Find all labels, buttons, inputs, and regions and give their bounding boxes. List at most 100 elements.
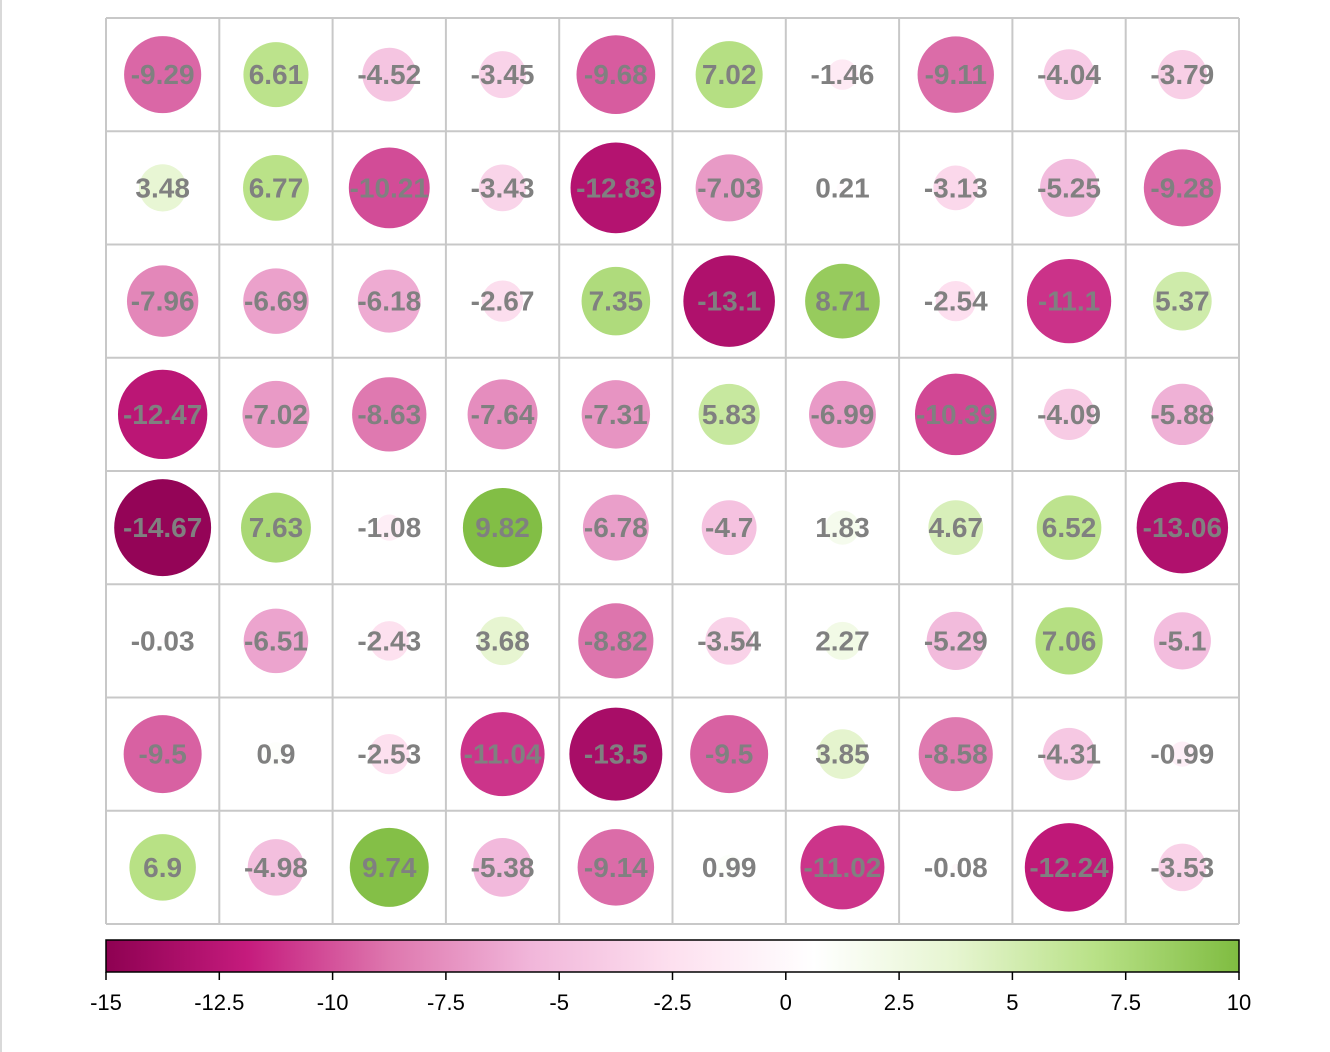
- cell-circle: [809, 380, 876, 448]
- cell-circle: [825, 510, 860, 545]
- cell-value-label: -0.99: [1150, 739, 1214, 770]
- cell-circle: [117, 369, 208, 460]
- cell-value-label: -9.29: [131, 59, 195, 90]
- colorbar-tick-label: -10: [317, 990, 349, 1015]
- cell-value-label: -3.13: [924, 172, 988, 203]
- cell-circle: [479, 51, 527, 99]
- cell-circle: [817, 729, 868, 779]
- cell-value-label: 4.67: [929, 512, 984, 543]
- cell-circle: [1024, 823, 1114, 912]
- cell-value-label: -3.79: [1150, 59, 1214, 90]
- cell-circle: [1043, 388, 1095, 440]
- cell-circle: [160, 638, 165, 644]
- cell-value-label: -7.64: [471, 399, 535, 430]
- cell-circle: [481, 280, 524, 322]
- cell-value-label: -5.88: [1150, 399, 1214, 430]
- cell-circle: [124, 36, 202, 114]
- cell-value-label: 9.74: [362, 852, 417, 883]
- cell-value-label: 6.77: [249, 172, 304, 203]
- cell-value-label: -5.1: [1158, 625, 1206, 656]
- cell-value-label: -9.68: [584, 59, 648, 90]
- cell-value-label: -11.1: [1038, 286, 1100, 317]
- cell-value-label: -4.04: [1037, 59, 1101, 90]
- cell-circle: [129, 834, 196, 901]
- cell-circle: [705, 617, 753, 665]
- cell-value-label: -3.45: [471, 59, 535, 90]
- cell-value-label: -3.54: [697, 625, 761, 656]
- cell-value-label: -4.31: [1037, 739, 1101, 770]
- colorbar-tick-label: 2.5: [884, 990, 915, 1015]
- cell-value-label: -7.03: [697, 172, 761, 203]
- cell-circle: [1026, 258, 1112, 344]
- colorbar-tick-label: 10: [1227, 990, 1251, 1015]
- cell-value-label: 5.83: [702, 399, 757, 430]
- cell-value-label: 7.06: [1042, 625, 1097, 656]
- cell-circle: [467, 379, 538, 450]
- cell-value-label: -2.43: [357, 625, 421, 656]
- cell-circle: [126, 265, 199, 337]
- cell-circle: [695, 154, 763, 222]
- cell-circle: [460, 712, 545, 797]
- cell-circle: [800, 825, 885, 910]
- cell-circle: [1040, 158, 1099, 217]
- cell-circle: [247, 839, 305, 896]
- grid: [105, 17, 1240, 925]
- cell-circle: [1042, 727, 1096, 781]
- cell-circle: [1035, 607, 1103, 675]
- cell-circle: [582, 494, 649, 561]
- cell-circle: [1043, 49, 1095, 101]
- cell-value-label: -3.43: [471, 172, 535, 203]
- cell-value-label: -4.98: [244, 852, 308, 883]
- cell-value-label: -11.04: [464, 739, 542, 770]
- cell-value-label: -6.51: [244, 625, 308, 656]
- cell-value-label: -8.63: [357, 399, 421, 430]
- cell-circle: [690, 715, 769, 794]
- colorbar: -15 -12.5 -10 -7.5 -5 -2.5 0 2.5 5 7.5 10: [90, 939, 1251, 1015]
- cell-value-label: -9.5: [705, 739, 753, 770]
- cell-value-label: -6.99: [811, 399, 875, 430]
- cell-value-label: -14.67: [123, 512, 202, 543]
- heatmap-cells: -9.29 6.61 -4.52 -3.45 -9.68 7.02 -1.46 -9.11 -4…: [114, 35, 1229, 912]
- cell-circle: [1153, 271, 1212, 331]
- colorbar-tick-label: -5: [549, 990, 569, 1015]
- cell-circle: [349, 827, 429, 907]
- cell-circle: [683, 255, 775, 347]
- cell-value-label: -13.06: [1143, 512, 1222, 543]
- colorbar-tick-label: -2.5: [654, 990, 692, 1015]
- cell-circle: [570, 142, 662, 234]
- cell-circle: [114, 479, 212, 577]
- cell-circle: [581, 380, 651, 449]
- cell-value-label: 7.63: [249, 512, 304, 543]
- cell-circle: [369, 621, 409, 661]
- cell-circle: [1158, 843, 1207, 892]
- cell-circle: [348, 147, 430, 229]
- cell-circle: [698, 383, 760, 445]
- cell-circle: [242, 380, 310, 448]
- cell-value-label: -3.53: [1150, 852, 1214, 883]
- cell-value-label: -2.67: [471, 286, 535, 317]
- cell-circle: [918, 717, 993, 792]
- cell-value-label: -12.83: [576, 172, 655, 203]
- cell-value-label: -6.78: [584, 512, 648, 543]
- cell-value-label: -1.46: [811, 59, 875, 90]
- cell-circle: [376, 514, 403, 541]
- cell-value-label: -5.25: [1037, 172, 1101, 203]
- cell-circle: [578, 603, 654, 679]
- cell-value-label: -2.53: [357, 739, 421, 770]
- cell-value-label: 5.37: [1155, 286, 1210, 317]
- cell-value-label: 1.83: [815, 512, 870, 543]
- cell-value-label: -9.14: [584, 852, 648, 883]
- cell-circle: [241, 492, 311, 563]
- cell-circle: [917, 36, 994, 113]
- cell-circle: [243, 268, 309, 334]
- cell-value-label: 0.99: [702, 852, 757, 883]
- cell-circle: [576, 35, 656, 114]
- cell-circle: [914, 373, 997, 456]
- cell-circle: [823, 621, 862, 660]
- cell-value-label: -6.18: [357, 286, 421, 317]
- cell-value-label: -1.08: [357, 512, 421, 543]
- cell-value-label: -2.54: [924, 286, 988, 317]
- cell-circle: [473, 838, 532, 897]
- cell-circle: [1143, 149, 1221, 227]
